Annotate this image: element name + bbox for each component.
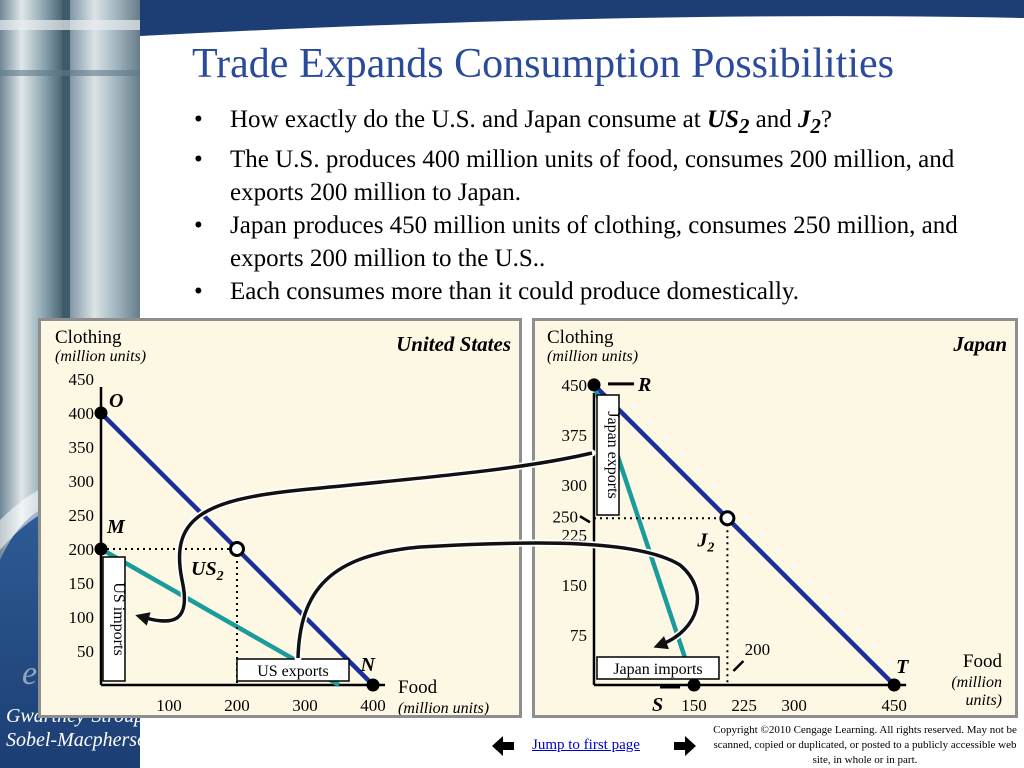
y-tick-label: 300 — [69, 472, 95, 491]
next-arrow-icon[interactable] — [672, 734, 698, 758]
x-tick-label: 225 — [731, 696, 757, 715]
us-imports-label: US imports — [110, 582, 127, 655]
y-tick-label: 150 — [69, 574, 95, 593]
point-label: R — [637, 374, 651, 396]
japan-y-axis-units: (million units) — [547, 348, 638, 365]
series-line-production-possibilities — [592, 383, 896, 687]
copyright-notice: Copyright ©2010 Cengage Learning. All ri… — [713, 724, 1017, 766]
point-label: O — [109, 390, 123, 412]
point-m — [94, 542, 108, 556]
point-label: M — [106, 516, 126, 538]
x-tick-label: 450 — [881, 696, 907, 715]
point-n — [366, 678, 380, 692]
y-tick-label: 400 — [69, 404, 95, 423]
us-chart-title: United States — [396, 332, 511, 356]
previous-arrow-icon[interactable] — [490, 734, 516, 758]
japan-chart: Japan Clothing (million units) Food (mil… — [547, 327, 1007, 716]
us-y-axis-units: (million units) — [55, 348, 146, 365]
point-us2 — [229, 541, 245, 557]
y-tick-label: 225 — [562, 526, 588, 545]
japan-imports-box: Japan imports — [596, 656, 720, 680]
y-tick-label: 350 — [69, 438, 95, 457]
us-exports-box: US exports — [236, 658, 350, 682]
y-tick-label: 75 — [570, 626, 587, 645]
japan-exports-label: Japan exports — [604, 411, 621, 499]
x-tick-label: 150 — [681, 696, 707, 715]
point-j2 — [719, 510, 736, 527]
japan-x-axis-units-1: (million — [951, 674, 1002, 691]
extra-tick-marker — [579, 515, 591, 524]
point-label: S — [652, 694, 663, 715]
title-accent — [140, 0, 1024, 36]
y-tick-label: 450 — [69, 370, 95, 389]
point-label: N — [360, 654, 377, 676]
us-x-axis-label: Food — [398, 677, 438, 698]
y-tick-label: 200 — [69, 540, 95, 559]
us-imports-box: US imports — [102, 556, 127, 682]
footer-navigation: Jump to first page — [490, 732, 700, 760]
y-tick-label: 250 — [69, 506, 95, 525]
y-tick-label: 300 — [562, 476, 588, 495]
y-tick-label: 450 — [562, 376, 588, 395]
point-label: J2 — [696, 529, 714, 555]
japan-x-axis-label: Food — [963, 651, 1003, 672]
point-label: US2 — [191, 558, 224, 584]
sidebar-logo-e: e — [22, 655, 37, 692]
bullet-item: Each consumes more than it could produce… — [190, 275, 1010, 308]
y-tick-label: 150 — [562, 576, 588, 595]
point-s — [687, 678, 701, 692]
x-tick-label: 400 — [360, 696, 386, 715]
japan-chart-title: Japan — [952, 332, 1007, 356]
jump-to-first-page-link[interactable]: Jump to first page — [532, 737, 640, 753]
y-tick-label-extra: 250 — [553, 507, 579, 526]
japan-imports-label: Japan imports — [613, 661, 702, 678]
point-label: T — [896, 656, 909, 678]
bullet-item: Japan produces 450 million units of clot… — [190, 209, 1010, 275]
us-chart-panel: United States Clothing (million units) F… — [38, 318, 522, 718]
us-exports-label: US exports — [257, 663, 329, 680]
us-x-axis-units: (million units) — [398, 700, 489, 715]
y-tick-label: 100 — [69, 608, 95, 627]
bullet-item: How exactly do the U.S. and Japan consum… — [190, 103, 1010, 143]
y-tick-label: 375 — [562, 426, 588, 445]
us-y-axis-label: Clothing — [55, 327, 122, 348]
x-tick-label-extra: 200 — [745, 640, 771, 659]
japan-exports-box: Japan exports — [596, 394, 621, 516]
bullet-item: The U.S. produces 400 million units of f… — [190, 143, 1010, 209]
point-r — [587, 378, 601, 392]
japan-x-axis-units-2: units) — [966, 692, 1002, 709]
sidebar-authors-line2: Sobel-Macpherson — [6, 729, 140, 751]
x-tick-label: 100 — [156, 696, 182, 715]
slide-title: Trade Expands Consumption Possibilities — [192, 41, 895, 87]
us-chart: United States Clothing (million units) F… — [55, 327, 511, 717]
x-tick-label: 300 — [292, 696, 318, 715]
x-tick-label: 200 — [224, 696, 250, 715]
point-o — [94, 406, 108, 420]
japan-y-axis-label: Clothing — [547, 327, 614, 348]
x-tick-label: 300 — [781, 696, 807, 715]
y-tick-label: 50 — [77, 642, 94, 661]
japan-chart-panel: Japan Clothing (million units) Food (mil… — [532, 318, 1018, 718]
extra-tick-marker — [732, 660, 745, 672]
point-t — [887, 678, 901, 692]
bullet-list: How exactly do the U.S. and Japan consum… — [190, 103, 1010, 308]
